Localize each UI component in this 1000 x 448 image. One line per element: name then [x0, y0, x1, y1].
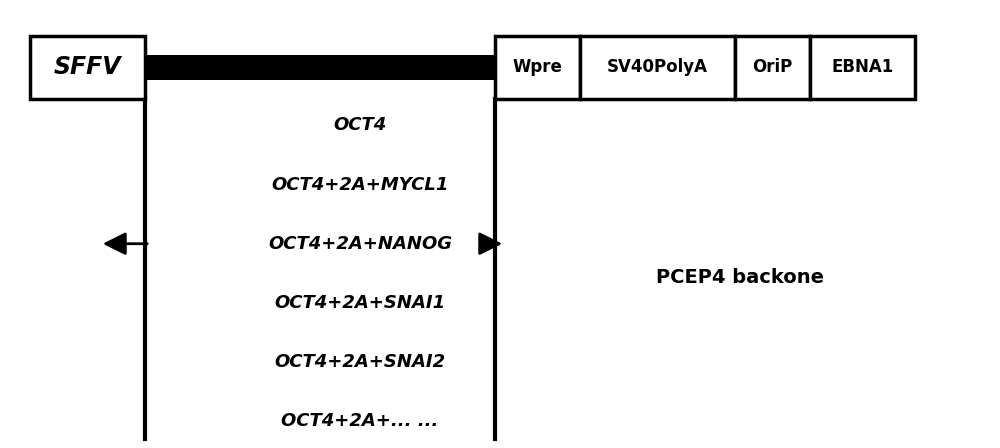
Text: OCT4+2A+MYCL1: OCT4+2A+MYCL1: [271, 176, 449, 194]
FancyBboxPatch shape: [810, 36, 915, 99]
FancyBboxPatch shape: [145, 55, 495, 79]
Text: OCT4+2A+SNAI1: OCT4+2A+SNAI1: [274, 294, 446, 312]
Text: OCT4+2A+SNAI2: OCT4+2A+SNAI2: [274, 353, 446, 371]
Text: EBNA1: EBNA1: [831, 58, 894, 76]
Text: OCT4: OCT4: [333, 116, 387, 134]
Text: PCEP4 backone: PCEP4 backone: [656, 268, 824, 287]
Text: OCT4+2A+... ...: OCT4+2A+... ...: [281, 412, 439, 430]
Text: SFFV: SFFV: [54, 55, 121, 79]
Text: OCT4+2A+NANOG: OCT4+2A+NANOG: [268, 235, 452, 253]
FancyBboxPatch shape: [495, 36, 580, 99]
Text: SV40PolyA: SV40PolyA: [607, 58, 708, 76]
Text: OriP: OriP: [752, 58, 793, 76]
Text: Wpre: Wpre: [513, 58, 562, 76]
FancyBboxPatch shape: [580, 36, 735, 99]
FancyBboxPatch shape: [30, 36, 145, 99]
FancyBboxPatch shape: [735, 36, 810, 99]
